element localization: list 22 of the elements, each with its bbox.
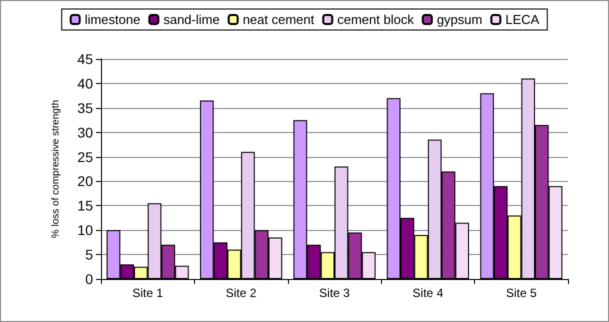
x-tick-label: Site 1 xyxy=(132,286,164,300)
y-axis-title: % loss of compressive strength xyxy=(50,100,62,238)
y-tick-label: 25 xyxy=(77,148,94,165)
legend-label: neat cement xyxy=(242,12,315,27)
legend-label: gypsum xyxy=(436,12,482,27)
x-tick-label: Site 2 xyxy=(226,286,257,300)
x-tick-label: Site 5 xyxy=(506,286,537,300)
legend-label: cement block xyxy=(337,12,414,27)
y-tick-label: 35 xyxy=(77,100,94,116)
y-tick-label: 5 xyxy=(85,246,94,263)
y-tick-label: 30 xyxy=(77,124,94,140)
y-tick-label: 45 xyxy=(77,51,94,67)
y-tick-label: 40 xyxy=(77,75,94,92)
y-tick-label: 0 xyxy=(85,271,94,287)
x-tick-label: Site 3 xyxy=(319,286,350,300)
legend-label: sand-lime xyxy=(163,12,220,27)
y-tick-label: 10 xyxy=(77,222,94,238)
y-tick-label: 15 xyxy=(77,198,94,214)
y-tick-label: 20 xyxy=(77,173,94,190)
x-tick-label: Site 4 xyxy=(412,286,444,300)
legend-label: limestone xyxy=(84,12,140,27)
legend-label: LECA xyxy=(505,12,540,27)
